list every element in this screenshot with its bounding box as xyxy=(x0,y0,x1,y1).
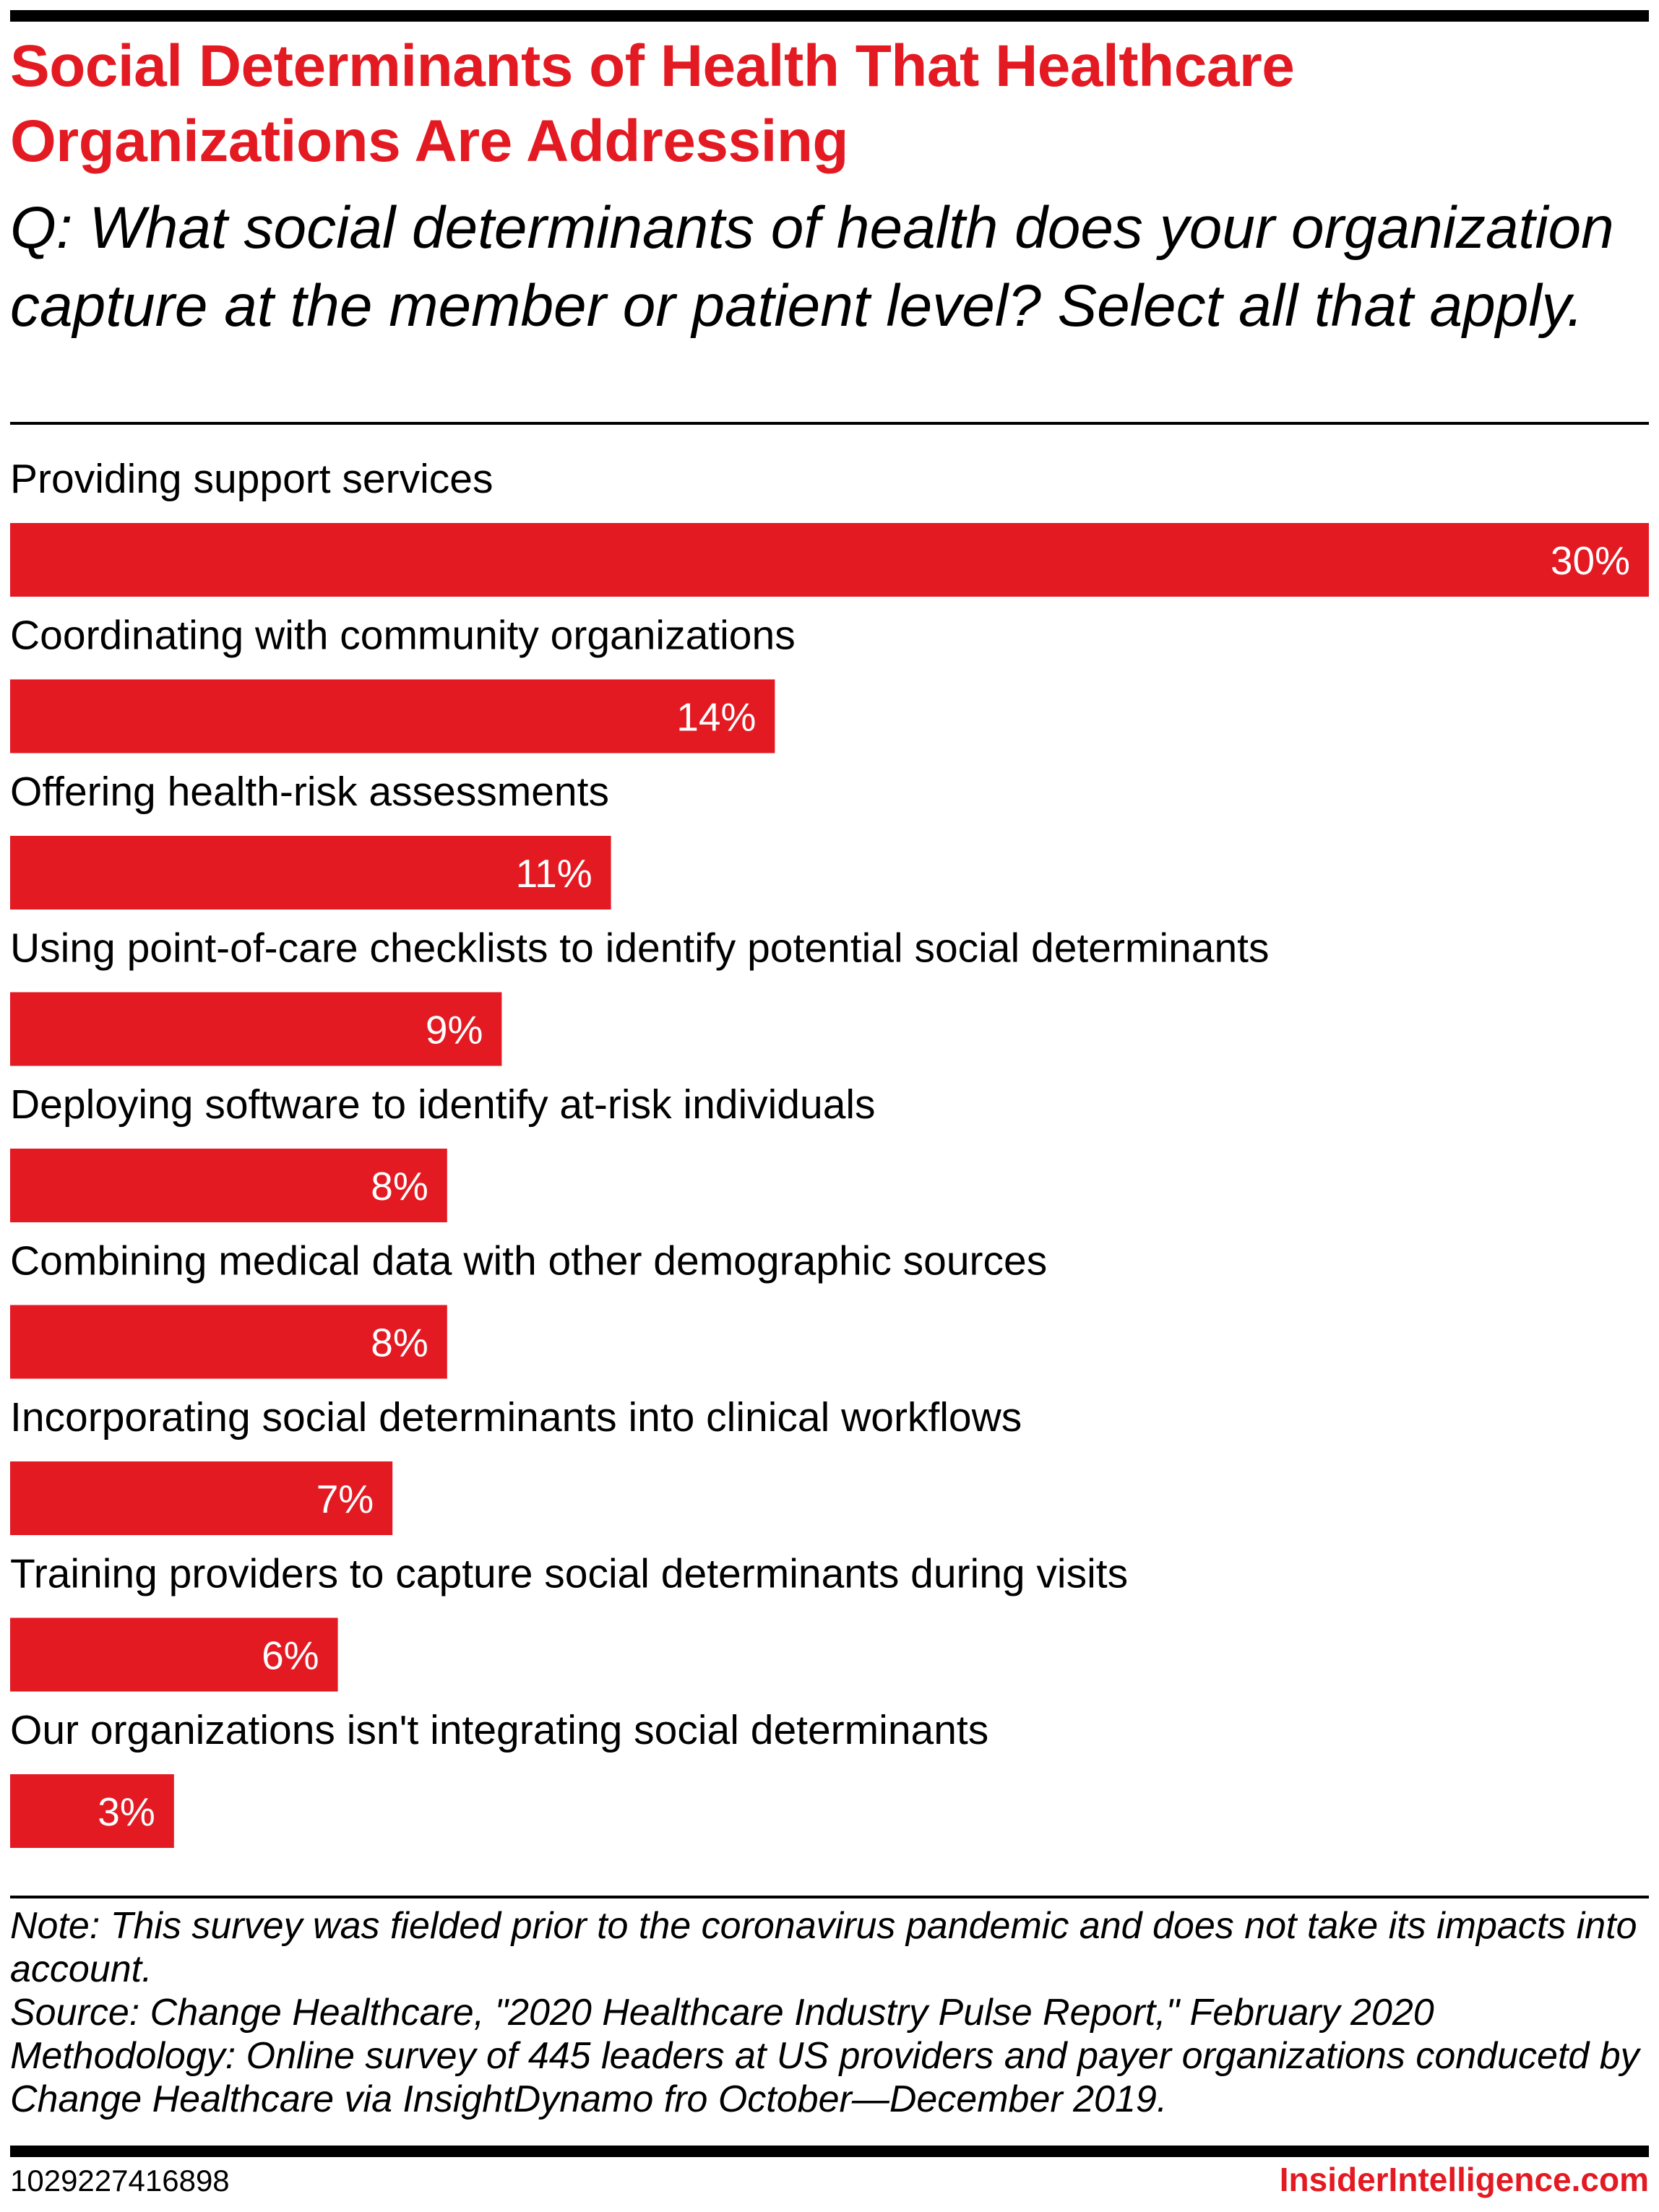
bar-value-label: 8% xyxy=(371,1321,428,1365)
bar-row: Coordinating with community organization… xyxy=(10,613,796,753)
question-divider xyxy=(10,422,1649,425)
methodology-text: Methodology: Online survey of 445 leader… xyxy=(10,2035,1639,2120)
bar-value-label: 14% xyxy=(676,695,756,740)
bar xyxy=(10,523,1649,597)
bar-row: Offering health-risk assessments 11% xyxy=(10,769,611,910)
bar-value-label: 8% xyxy=(371,1164,428,1209)
category-label: Deploying software to identify at-risk i… xyxy=(10,1081,876,1128)
bar-value-label: 7% xyxy=(316,1477,374,1521)
bar-chart: Providing support services 30% Coordinatin… xyxy=(10,456,1649,1848)
chart-subtitle: Q: What social determinants of health do… xyxy=(10,195,1614,339)
note-text: Note: This survey was fielded prior to t… xyxy=(10,1905,1637,1990)
chart-id: 1029227416898 xyxy=(10,2164,230,2198)
category-label: Offering health-risk assessments xyxy=(10,769,609,815)
bar xyxy=(10,992,502,1066)
bar xyxy=(10,1461,393,1535)
category-label: Using point-of-care checklists to identi… xyxy=(10,925,1270,972)
category-label: Incorporating social determinants into c… xyxy=(10,1394,1022,1440)
category-label: Combining medical data with other demogr… xyxy=(10,1238,1047,1284)
bar-row: Incorporating social determinants into c… xyxy=(10,1394,1022,1535)
notes-divider xyxy=(10,1896,1649,1898)
top-rule xyxy=(10,10,1649,22)
brand-logo[interactable]: InsiderIntelligence.com xyxy=(1279,2161,1649,2198)
bar-row: Combining medical data with other demogr… xyxy=(10,1238,1047,1379)
bar xyxy=(10,1149,447,1222)
bar xyxy=(10,1617,338,1692)
category-label: Training providers to capture social det… xyxy=(10,1551,1128,1597)
bar-row: Our organizations isn't integrating soci… xyxy=(10,1707,988,1848)
bar-row: Using point-of-care checklists to identi… xyxy=(10,925,1270,1066)
bar xyxy=(10,836,611,910)
bar-row: Providing support services 30% xyxy=(10,456,1649,597)
bar-value-label: 11% xyxy=(516,851,592,896)
category-label: Coordinating with community organization… xyxy=(10,613,796,659)
bar-row: Deploying software to identify at-risk i… xyxy=(10,1081,876,1222)
chart-notes: Note: This survey was fielded prior to t… xyxy=(10,1904,1650,2121)
chart-title: Social Determinants of Health That Healt… xyxy=(10,33,1295,174)
bottom-rule xyxy=(10,2146,1649,2157)
bar xyxy=(10,679,775,753)
category-label: Our organizations isn't integrating soci… xyxy=(10,1707,988,1753)
bar-value-label: 9% xyxy=(426,1008,483,1053)
bar-value-label: 6% xyxy=(262,1633,319,1678)
source-text: Source: Change Healthcare, "2020 Healthc… xyxy=(10,1992,1434,2034)
bar xyxy=(10,1774,174,1848)
category-label: Providing support services xyxy=(10,456,493,502)
bar-value-label: 3% xyxy=(98,1789,155,1834)
bar-value-label: 30% xyxy=(1551,538,1630,583)
bar-row: Training providers to capture social det… xyxy=(10,1551,1128,1692)
bar xyxy=(10,1305,447,1379)
